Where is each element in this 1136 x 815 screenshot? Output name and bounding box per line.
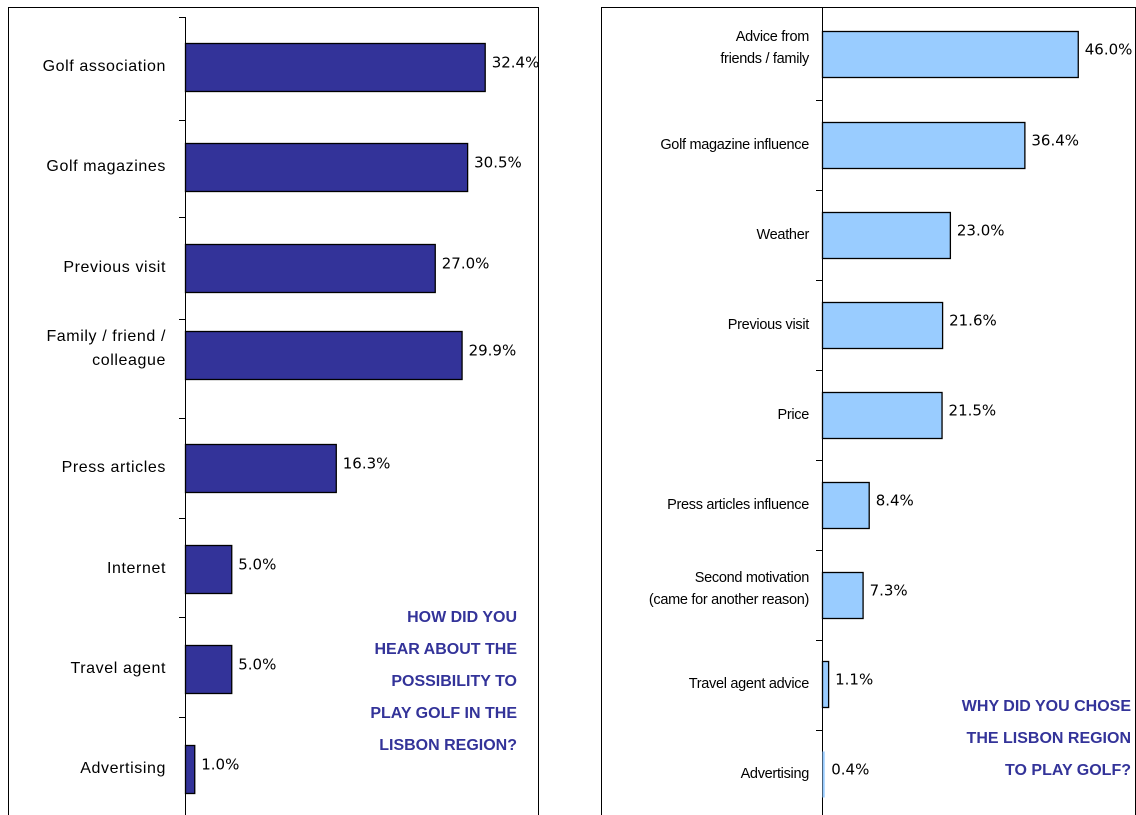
chart-why-did-you-choose: 46.0% Advice from friends / family 36.4% Gol…	[601, 7, 1136, 815]
category-label: Previous visit	[63, 259, 166, 276]
category-label: Weather	[757, 227, 810, 243]
data-label: 27.0%	[442, 255, 490, 273]
bar	[184, 142, 469, 193]
bar	[184, 330, 463, 381]
data-label: 23.0%	[957, 222, 1005, 240]
data-label: 1.0%	[201, 756, 239, 774]
category-label: Golf magazine influence	[660, 137, 809, 153]
category-label: Advice from friends / family	[720, 29, 810, 67]
bar	[821, 301, 944, 350]
chart-frame	[8, 7, 539, 815]
bar	[821, 391, 943, 440]
bar	[821, 571, 864, 620]
category-label: Travel agent advice	[689, 676, 810, 692]
category-label: Advertising	[741, 766, 810, 782]
category-label: Press articles	[62, 459, 166, 476]
data-label: 36.4%	[1031, 132, 1079, 150]
data-label: 21.6%	[949, 312, 997, 330]
chart-annotation: HOW DID YOU HEAR ABOUT THE POSSIBILITY TO P…	[370, 609, 517, 754]
bar	[184, 544, 233, 595]
data-label: 8.4%	[876, 492, 914, 510]
category-label: Golf association	[43, 58, 166, 75]
chart-annotation: WHY DID YOU CHOSE THE LISBON REGION TO PLA…	[962, 698, 1132, 779]
bar	[184, 42, 486, 93]
chart-how-did-you-hear: 32.4% Golf association 30.5% Golf magazines…	[8, 7, 540, 815]
data-label: 16.3%	[343, 455, 391, 473]
data-label: 29.9%	[469, 342, 517, 360]
data-label: 32.4%	[492, 54, 540, 72]
data-label: 30.5%	[474, 154, 522, 172]
category-label: Internet	[107, 560, 166, 577]
bar	[822, 751, 825, 798]
category-label: Golf magazines	[46, 158, 166, 175]
category-label: Press articles influence	[667, 497, 809, 513]
category-label: Previous visit	[728, 317, 809, 333]
bar	[184, 644, 233, 695]
category-label: Travel agent	[70, 660, 166, 677]
bar	[184, 443, 337, 494]
data-label: 46.0%	[1085, 41, 1133, 59]
bar	[821, 481, 870, 530]
bar	[821, 211, 952, 260]
category-label: Second motivation (came for another reaso…	[649, 570, 809, 608]
bar	[821, 121, 1026, 170]
category-label: Advertising	[80, 760, 166, 777]
data-label: 1.1%	[835, 671, 873, 689]
bar	[184, 744, 196, 795]
data-label: 0.4%	[831, 761, 869, 779]
category-label: Family / friend / colleague	[46, 328, 166, 369]
bar	[184, 243, 436, 294]
bar	[821, 660, 830, 709]
data-label: 7.3%	[870, 582, 908, 600]
data-label: 5.0%	[238, 656, 276, 674]
bar	[821, 30, 1079, 79]
data-label: 5.0%	[238, 556, 276, 574]
data-label: 21.5%	[949, 402, 997, 420]
category-label: Price	[777, 407, 809, 423]
